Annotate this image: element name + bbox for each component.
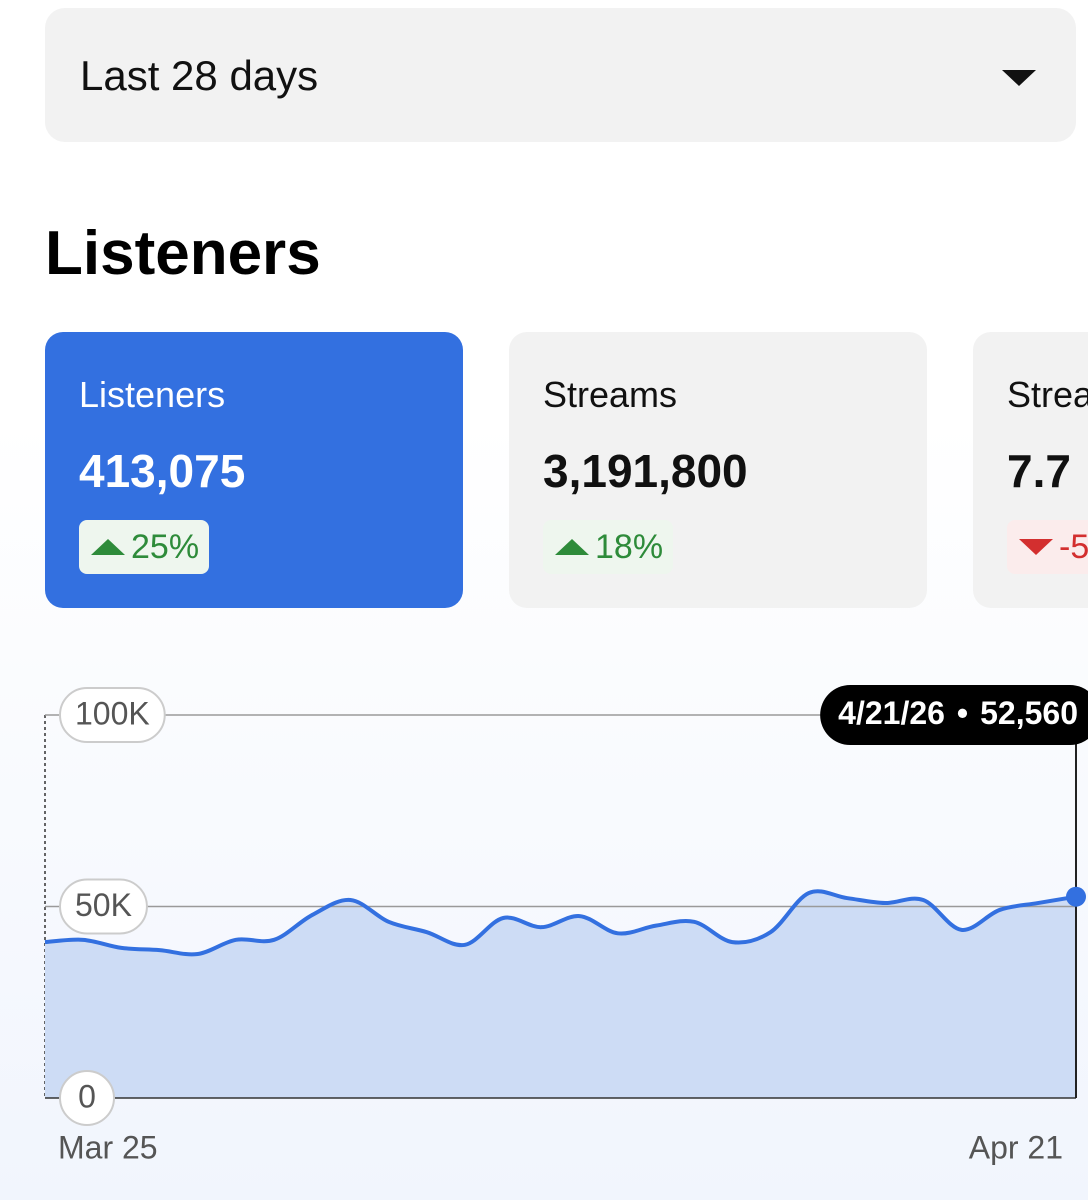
card-label: Strea [1007, 374, 1088, 415]
x-tick-label: Apr 21 [969, 1129, 1063, 1165]
y-tick-bg [59, 1070, 115, 1126]
change-text: 25% [131, 528, 200, 566]
x-tick-label: Mar 25 [58, 1129, 158, 1165]
y-tick-pill: 100K [59, 687, 166, 743]
change-arrow [1019, 539, 1053, 555]
metric-card[interactable]: Listeners 413,075 25% [45, 332, 463, 608]
dropdown-caret [1002, 70, 1036, 86]
y-tick-pill: 50K [59, 878, 148, 935]
change-text: -5 [1059, 528, 1088, 566]
metric-card[interactable]: Strea 7.7 -5 [973, 332, 1088, 608]
y-tick-label: 100K [75, 695, 150, 731]
tooltip-bg [820, 685, 1088, 745]
y-tick-label: 0 [78, 1078, 96, 1114]
change-badge: 25% [79, 520, 210, 574]
card-label: Listeners [79, 374, 226, 415]
card-value: 413,075 [79, 445, 246, 497]
y-tick-pill: 0 [59, 1070, 115, 1126]
change-arrow [555, 539, 589, 555]
date-range-dropdown[interactable]: Last 28 days [45, 8, 1076, 142]
area-fill [45, 891, 1076, 1098]
card-label: Streams [543, 374, 678, 415]
y-tick-bg [59, 878, 148, 935]
tooltip: 4/21/26 • 52,560 [820, 685, 1088, 745]
change-text: 18% [595, 528, 664, 566]
metric-card[interactable]: Streams 3,191,800 18% [509, 332, 927, 608]
dropdown-label: Last 28 days [80, 52, 319, 99]
metric-cards: Listeners 413,075 25% Streams 3,191,800 18% St… [45, 332, 1088, 608]
tooltip-text: 4/21/26 • 52,560 [838, 695, 1078, 731]
highlight-point [1066, 886, 1086, 907]
series-line [44, 889, 1077, 957]
section-heading: Listeners [45, 219, 321, 288]
y-tick-label: 50K [75, 887, 132, 923]
change-badge: -5 [1007, 520, 1088, 574]
tooltip-part: 4/21/26 [838, 695, 945, 731]
change-arrow [91, 539, 125, 555]
card-value: 7.7 [1007, 445, 1071, 497]
card-value: 3,191,800 [543, 445, 748, 497]
y-tick-bg [59, 687, 166, 743]
chart: 0 50K 100K 4/21/26 • 52,560 Mar 25 Apr 21 [44, 685, 1088, 1165]
change-badge: 18% [543, 520, 674, 574]
tooltip-part: • [957, 695, 968, 731]
tooltip-part: 52,560 [980, 695, 1078, 731]
